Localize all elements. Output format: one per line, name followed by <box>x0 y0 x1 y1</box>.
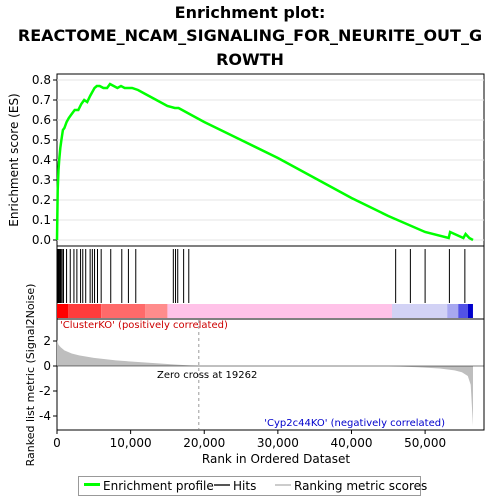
zero-cross-label: Zero cross at 19262 <box>157 370 257 381</box>
legend-item-enrichment-profile: Enrichment profile <box>84 479 214 493</box>
legend-label-hits: Hits <box>233 479 257 493</box>
rank-color-segment <box>167 304 392 318</box>
negative-correlation-label: 'Cyp2c44KO' (negatively correlated) <box>264 418 445 429</box>
es-ytick-label: 0.2 <box>32 193 51 207</box>
xtick-label: 10,000 <box>110 436 152 450</box>
hit-markers <box>57 249 466 303</box>
legend-swatch-ranking-metric <box>275 483 291 486</box>
es-ytick-label: 0.4 <box>32 153 51 167</box>
metric-y-axis: 2 0 -2 -4 <box>39 334 57 423</box>
es-y-axis-label: Enrichment score (ES) <box>7 93 21 226</box>
rank-color-segment <box>467 304 473 318</box>
legend-item-ranking-metric: Ranking metric scores <box>275 479 427 493</box>
metric-panel-frame <box>56 318 485 431</box>
es-ytick-label: 0.6 <box>32 113 51 127</box>
es-ytick-label: 0.8 <box>32 73 51 87</box>
metric-ytick-label: 0 <box>43 359 51 373</box>
es-gridlines <box>57 79 484 241</box>
rank-color-segment <box>68 304 102 318</box>
xtick-label: 20,000 <box>183 436 225 450</box>
legend-label-ranking-metric: Ranking metric scores <box>294 479 428 493</box>
xtick-label: 50,000 <box>404 436 446 450</box>
chart-title-line1: Enrichment plot: <box>174 3 326 22</box>
x-axis: 0 10,000 20,000 30,000 40,000 50,000 <box>53 430 446 450</box>
enrichment-profile-line <box>55 82 474 242</box>
x-axis-label: Rank in Ordered Dataset <box>202 452 350 466</box>
legend: Enrichment profile Hits Ranking metric s… <box>78 476 427 496</box>
rank-color-bar <box>57 304 473 318</box>
chart-title-line2: REACTOME_NCAM_SIGNALING_FOR_NEURITE_OUT_… <box>17 26 483 45</box>
es-ytick-label: 0.1 <box>32 213 51 227</box>
es-ytick-label: 0.5 <box>32 133 51 147</box>
positive-correlation-label: 'ClusterKO' (positively correlated) <box>60 320 228 331</box>
legend-item-hits: Hits <box>214 479 256 493</box>
xtick-label: 30,000 <box>257 436 299 450</box>
es-ytick-label: 0.3 <box>32 173 51 187</box>
xtick-label: 0 <box>53 436 61 450</box>
metric-ytick-label: -2 <box>39 384 51 398</box>
es-ytick-label: 0.0 <box>32 233 51 247</box>
xtick-label: 40,000 <box>330 436 372 450</box>
rank-color-segment <box>57 304 69 318</box>
metric-ytick-label: -4 <box>39 409 51 423</box>
legend-swatch-enrichment-profile <box>84 483 100 486</box>
legend-label-enrichment-profile: Enrichment profile <box>103 479 214 493</box>
es-ytick-label: 0.7 <box>32 93 51 107</box>
rank-color-segment <box>458 304 468 318</box>
legend-swatch-hits <box>214 483 230 486</box>
rank-color-segment <box>447 304 459 318</box>
metric-ytick-label: 2 <box>43 334 51 348</box>
metric-y-axis-label: Ranked list metric (Signal2Noise) <box>24 284 37 467</box>
rank-color-segment <box>101 304 146 318</box>
rank-color-segment <box>391 304 448 318</box>
chart-title-line3: ROWTH <box>216 50 284 69</box>
es-y-axis: 0.0 0.1 0.2 0.3 0.4 0.5 0.6 0.7 0.8 <box>32 73 57 247</box>
rank-color-segment <box>145 304 168 318</box>
